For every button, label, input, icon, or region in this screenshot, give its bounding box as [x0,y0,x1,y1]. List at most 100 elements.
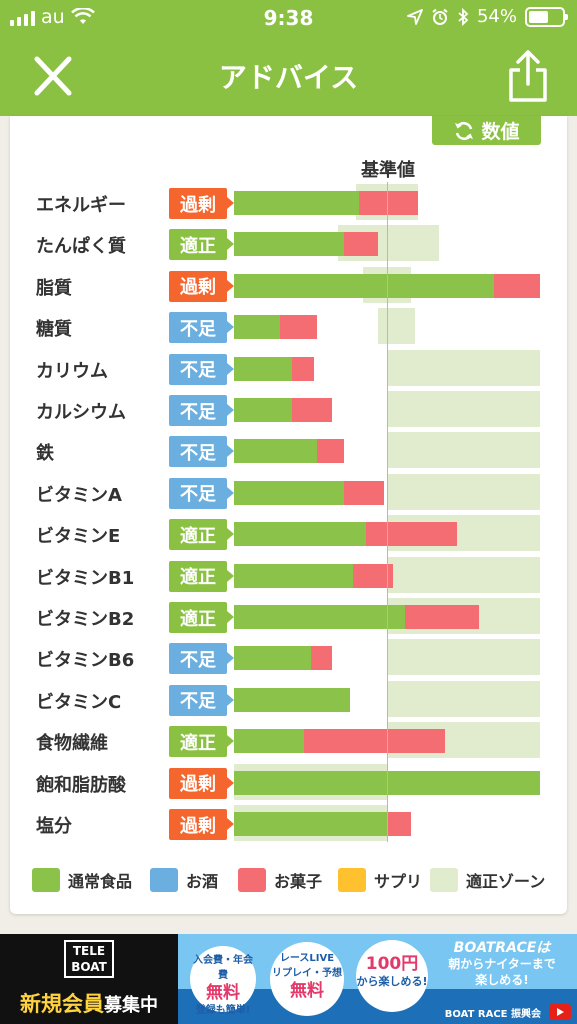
nutrient-row: カリウム 不足 [10,349,567,389]
nutrient-name: 飽和脂肪酸 [36,774,126,796]
regular-food-bar [234,356,293,381]
status-tag: 過剰 [169,188,234,219]
regular-food-bar [234,398,293,422]
status-tag: 適正 [169,602,234,633]
nav-bar: アドバイス [0,36,577,116]
legend-item: 適正ゾーン [430,868,545,892]
legend-item: お菓子 [238,868,322,892]
regular-food-bar [234,729,305,754]
nutrient-name: 塩分 [36,816,72,837]
ad-bubble-price: 100円 から楽しめる! [356,940,428,1012]
ad-boatrace[interactable]: 入会費・年会費 無料 登録も簡単! レースLIVE リプレイ・予想 無料 100円 から楽… [178,934,577,1024]
regular-food-bar [234,315,280,340]
share-icon[interactable] [503,48,553,104]
status-bar: au 9:38 54% [0,0,577,36]
close-icon[interactable] [28,54,78,98]
location-icon [407,8,423,25]
ad-footer: BOAT RACE 振興会 [444,1009,541,1020]
regular-food-bar [234,522,366,547]
status-tag: 不足 [169,353,234,385]
nutrient-name: 鉄 [36,443,54,465]
snack-bar [353,563,394,588]
legend-swatch [430,868,458,892]
nutrient-row: 塩分 過剰 [10,804,567,844]
regular-food-bar [234,232,345,257]
nutrient-row: ビタミンA 不足 [10,473,567,513]
optimal-zone-bar [387,556,540,593]
nutrient-name: ビタミンB2 [36,609,135,630]
nutrient-name: エネルギー [36,195,126,216]
nutrient-name: ビタミンA [36,484,122,506]
nutrient-row: ビタミンB2 適正 [10,597,567,637]
battery-percent: 54% [476,6,517,27]
status-tag: 適正 [169,519,234,551]
legend-swatch [150,868,178,892]
nutrient-name: たんぱく質 [36,236,126,258]
ad-banner[interactable]: TELE BOAT 新規会員募集中 入会費・年会費 無料 登録も簡単! レースLIVE… [0,934,577,1024]
regular-food-bar [234,439,317,464]
snack-bar [344,480,384,505]
nutrient-name: カルシウム [36,402,126,423]
optimal-zone-bar [387,432,540,469]
snack-bar [344,232,378,257]
ad-member-text: 新規会員募集中 [20,992,158,1016]
nutrient-name: 脂質 [36,277,72,299]
ad-teleboat[interactable]: TELE BOAT 新規会員募集中 [0,934,178,1024]
legend-swatch [238,868,266,892]
status-tag: 不足 [169,477,234,509]
snack-bar [316,439,345,464]
snack-bar [359,191,418,215]
nutrient-row: ビタミンB6 不足 [10,638,567,678]
snack-bar [494,273,540,298]
snack-bar [405,605,479,629]
wifi-icon [70,8,95,24]
optimal-zone-bar [387,391,540,427]
ad-bubble-fee: 入会費・年会費 無料 登録も簡単! [190,946,256,1016]
legend-item: サプリ [338,868,422,892]
status-tag: 適正 [169,229,234,261]
value-toggle-button[interactable]: 数値 [432,116,541,145]
page-title: アドバイス [218,61,359,94]
bluetooth-icon [458,7,469,26]
snack-bar [279,315,317,340]
regular-food-bar [234,563,354,588]
legend-label: お菓子 [274,872,323,891]
status-tag: 適正 [169,726,234,758]
carrier-label: au [41,6,65,28]
status-tag: 不足 [169,312,234,344]
status-time: 9:38 [263,6,314,30]
nutrient-row: エネルギー 過剰 [10,183,567,223]
legend: 通常食品 お酒 お菓子 サプリ 適正ゾーン [32,868,552,898]
regular-food-bar [234,480,345,505]
snack-bar [387,812,412,836]
nutrient-row: たんぱく質 適正 [10,224,567,264]
snack-bar [292,356,314,381]
signal-icon [10,8,35,26]
nutrient-row: 飽和脂肪酸 過剰 [10,763,567,803]
snack-bar [304,729,446,754]
nutrient-row: ビタミンC 不足 [10,680,567,720]
optimal-zone-bar [387,349,540,386]
reference-label: 基準値 [361,160,415,181]
nutrient-row: 脂質 過剰 [10,266,567,306]
regular-food-bar [234,191,360,215]
snack-bar [310,646,332,671]
legend-swatch [338,868,366,892]
regular-food-bar [234,646,311,671]
snack-bar [365,522,458,547]
status-tag: 適正 [169,560,234,592]
nutrient-row: カルシウム 不足 [10,390,567,430]
legend-item: 通常食品 [32,868,132,892]
status-tag: 不足 [169,395,234,426]
nutrient-name: 糖質 [36,319,72,341]
nutrient-name: カリウム [36,360,108,382]
nutrient-row: 食物繊維 適正 [10,721,567,761]
legend-label: 通常食品 [68,872,133,891]
nutrient-row: 鉄 不足 [10,431,567,471]
legend-item: お酒 [150,868,218,892]
optimal-zone-bar [387,680,540,717]
status-tag: 不足 [169,436,234,468]
teleboat-logo: TELE BOAT [64,940,114,978]
nutrient-name: ビタミンC [36,691,122,713]
status-tag: 過剰 [169,809,234,840]
